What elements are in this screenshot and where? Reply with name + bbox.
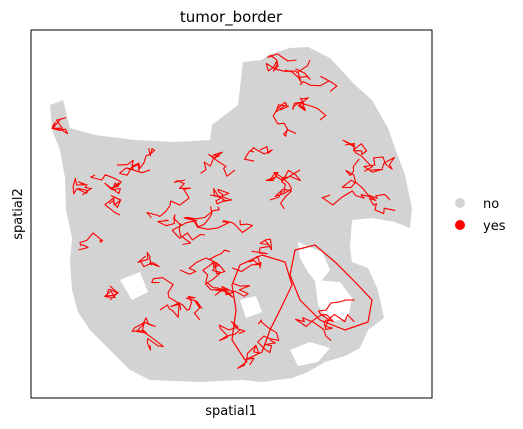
legend-label-no: no	[483, 197, 499, 212]
tissue-gap	[290, 342, 330, 366]
border-contour-32	[72, 177, 93, 196]
border-contour-34	[284, 68, 311, 83]
border-contour-25	[151, 277, 180, 318]
border-contour-8	[299, 75, 338, 92]
tissue-gap	[315, 280, 352, 322]
border-contour-9	[292, 97, 327, 121]
legend: no yes	[455, 197, 506, 234]
y-axis-label: spatial2	[11, 188, 26, 240]
plot-frame	[30, 29, 433, 399]
border-contour-19	[321, 190, 396, 215]
border-contour-26	[170, 296, 203, 321]
border-contour-10	[342, 139, 373, 172]
border-loop-0	[289, 244, 373, 331]
legend-marker-yes	[455, 220, 465, 230]
border-contour-14	[157, 214, 192, 246]
x-axis-label: spatial1	[205, 404, 257, 419]
border-contour-33	[51, 117, 69, 135]
border-contour-22	[202, 262, 234, 298]
border-contour-18	[265, 169, 301, 182]
border-contour-29	[295, 314, 335, 342]
border-contour-0	[90, 174, 122, 195]
chart-title: tumor_border	[180, 8, 283, 27]
border-contour-35	[265, 53, 311, 74]
border-contour-24	[104, 285, 119, 301]
border-contour-7	[272, 101, 297, 137]
border-contour-5	[200, 151, 236, 177]
border-contour-3	[146, 179, 191, 219]
border-contour-30	[317, 299, 356, 331]
tissue-gap	[298, 242, 330, 285]
border-contour-13	[104, 195, 122, 216]
border-contour-16	[185, 206, 254, 234]
border-contour-17	[269, 176, 293, 210]
border-contour-28	[257, 319, 280, 354]
border-contour-4	[209, 187, 233, 205]
border-contour-1	[116, 148, 156, 170]
legend-label-yes: yes	[483, 219, 506, 234]
legend-marker-no	[455, 198, 465, 208]
border-contour-20	[137, 251, 160, 268]
tissue-gap	[240, 296, 262, 318]
border-contour-11	[363, 156, 395, 173]
border-contour-23	[232, 255, 262, 273]
border-contour-12	[341, 158, 391, 201]
border-contour-38	[131, 317, 164, 351]
border-contour-37	[214, 282, 251, 297]
border-contour-2	[119, 163, 151, 176]
tumor-border-points	[51, 53, 396, 369]
border-contour-27	[218, 320, 246, 342]
border-contour-31	[78, 232, 104, 251]
tissue-silhouette	[50, 47, 412, 382]
tissue-region	[50, 47, 412, 382]
tissue-gap	[120, 272, 148, 300]
border-loop-1	[231, 254, 293, 361]
border-contour-6	[243, 146, 273, 162]
border-contour-36	[251, 238, 273, 255]
